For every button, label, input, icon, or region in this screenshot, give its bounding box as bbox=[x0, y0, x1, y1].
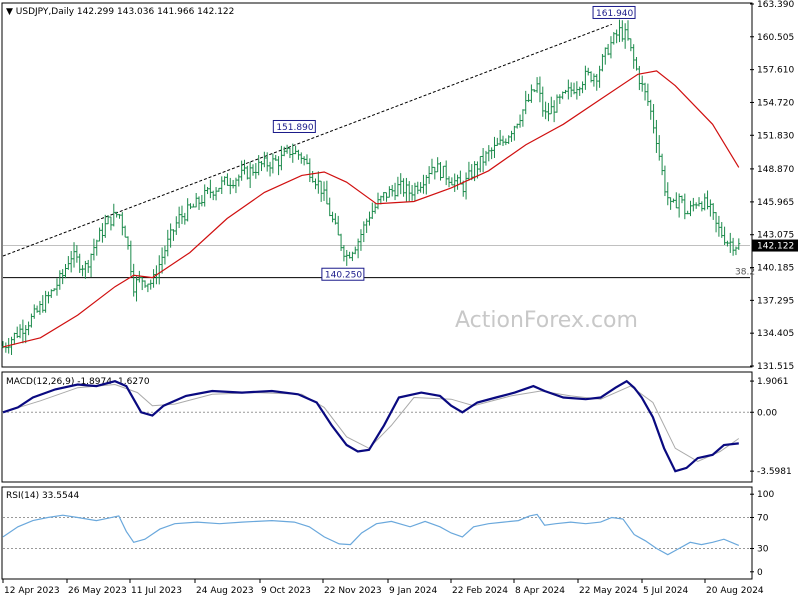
symbol-label: USDJPY,Daily bbox=[16, 7, 75, 17]
macd-axis: 1.9061 0.00 -3.5981 bbox=[750, 377, 792, 477]
x-tick-label: 20 Aug 2024 bbox=[706, 586, 764, 596]
x-tick-label: 24 Aug 2023 bbox=[196, 586, 254, 596]
rsi-axis: 100 70 30 0 bbox=[750, 490, 774, 578]
price-axis: 163.390 160.505 157.610 154.720 151.830 148.8… bbox=[750, 0, 794, 372]
price-tick-label: 154.720 bbox=[757, 98, 794, 108]
macd-tick-label: 0.00 bbox=[757, 408, 777, 418]
x-tick-label: 9 Oct 2023 bbox=[261, 586, 311, 596]
price-tick-label: 137.295 bbox=[757, 296, 794, 306]
macd-main-line bbox=[2, 379, 739, 473]
macd-tick-label: -3.5981 bbox=[757, 467, 792, 477]
rsi-tick-label: 30 bbox=[757, 545, 769, 555]
x-tick-label: 8 Apr 2024 bbox=[515, 586, 565, 596]
price-annotation-box bbox=[592, 5, 636, 19]
price-lines bbox=[2, 70, 740, 348]
price-annotation-label: 161.940 bbox=[596, 9, 633, 19]
price-tick-label: 157.610 bbox=[757, 66, 794, 76]
price-tick-label: 148.870 bbox=[757, 165, 794, 175]
price-bars bbox=[1, 19, 741, 355]
price-annotations: 151.890 140.250 161.940 bbox=[272, 5, 636, 281]
price-annotation-box bbox=[272, 119, 316, 133]
price-panel bbox=[1, 2, 753, 368]
trendline bbox=[2, 23, 612, 257]
price-tick-label: 134.405 bbox=[757, 329, 794, 339]
rsi-tick-label: 100 bbox=[757, 490, 774, 500]
rsi-line bbox=[2, 513, 740, 556]
x-axis: 12 Apr 2023 26 May 2023 11 Jul 2023 24 Aug … bbox=[2, 579, 764, 596]
price-annotation-label: 140.250 bbox=[325, 271, 362, 281]
ohlc-label: 142.299 143.036 141.966 142.122 bbox=[77, 7, 234, 17]
x-tick-label: 22 Feb 2024 bbox=[452, 586, 508, 596]
price-annotation-box bbox=[321, 267, 365, 281]
header-symbol: ▼ USDJPY,Daily 142.299 143.036 141.966 1… bbox=[6, 7, 234, 17]
x-tick-label: 11 Jul 2023 bbox=[131, 586, 182, 596]
price-tick-label: 131.515 bbox=[757, 362, 794, 372]
watermark: ActionForex.com bbox=[455, 308, 638, 333]
price-tick-label: 140.185 bbox=[757, 264, 794, 274]
price-tick-label: 163.390 bbox=[757, 0, 794, 10]
x-tick-label: 26 May 2023 bbox=[68, 586, 127, 596]
x-tick-label: 5 Jul 2024 bbox=[643, 586, 688, 596]
macd-tick-label: 1.9061 bbox=[757, 377, 789, 387]
x-tick-label: 9 Jan 2024 bbox=[389, 586, 437, 596]
current-price-label: 142.122 bbox=[757, 242, 794, 252]
price-tick-label: 160.505 bbox=[757, 33, 794, 43]
price-tick-label: 143.075 bbox=[757, 231, 794, 241]
macd-panel bbox=[1, 371, 753, 483]
price-tick-label: 145.965 bbox=[757, 198, 794, 208]
current-price-box bbox=[752, 239, 798, 252]
x-tick-label: 22 Nov 2023 bbox=[324, 586, 382, 596]
rsi-lines bbox=[2, 513, 750, 556]
macd-signal-line bbox=[2, 383, 740, 462]
x-tick-label: 22 May 2024 bbox=[579, 586, 638, 596]
rsi-title: RSI(14) 33.5544 bbox=[6, 491, 79, 501]
fib-level-label: 38.2 bbox=[735, 268, 755, 278]
price-guides: 142.122 38.2 bbox=[2, 23, 798, 279]
x-tick-label: 12 Apr 2023 bbox=[4, 586, 60, 596]
rsi-tick-label: 0 bbox=[757, 568, 763, 578]
rsi-panel bbox=[1, 486, 753, 580]
moving-average-line bbox=[2, 70, 740, 348]
macd-lines bbox=[2, 379, 750, 473]
price-annotation-label: 151.890 bbox=[276, 123, 313, 133]
rsi-tick-label: 70 bbox=[757, 513, 769, 523]
price-tick-label: 151.830 bbox=[757, 131, 794, 141]
macd-title: MACD(12,26,9) -1.8974 -1.6270 bbox=[6, 377, 150, 387]
